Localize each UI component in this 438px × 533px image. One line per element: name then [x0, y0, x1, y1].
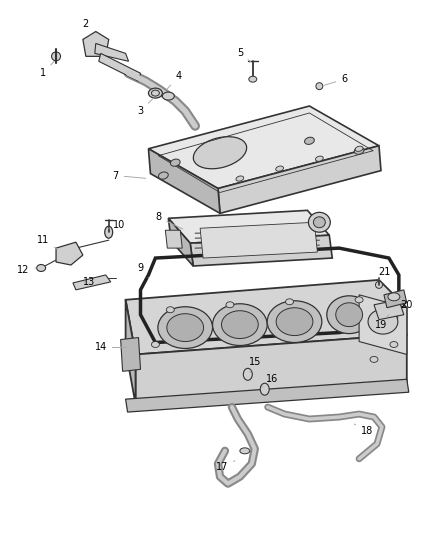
Ellipse shape [388, 293, 400, 301]
Text: 18: 18 [354, 424, 373, 436]
Text: 2: 2 [83, 19, 90, 35]
Text: 6: 6 [324, 74, 347, 85]
Polygon shape [95, 43, 129, 61]
Polygon shape [384, 290, 407, 308]
Ellipse shape [260, 383, 269, 395]
Ellipse shape [267, 301, 322, 343]
Ellipse shape [327, 296, 371, 334]
Ellipse shape [193, 136, 247, 169]
Ellipse shape [316, 83, 323, 90]
Ellipse shape [152, 342, 159, 348]
Polygon shape [83, 31, 109, 56]
Polygon shape [99, 53, 141, 81]
Ellipse shape [244, 368, 252, 380]
Text: 15: 15 [249, 358, 261, 373]
Ellipse shape [148, 88, 162, 98]
Ellipse shape [355, 297, 363, 303]
Ellipse shape [370, 357, 378, 362]
Text: 4: 4 [167, 71, 181, 89]
Ellipse shape [105, 226, 113, 238]
Ellipse shape [315, 156, 323, 161]
Text: 21: 21 [378, 267, 390, 280]
Ellipse shape [314, 217, 325, 228]
Text: 7: 7 [113, 171, 146, 181]
Ellipse shape [222, 311, 258, 338]
Text: 9: 9 [138, 263, 148, 278]
Polygon shape [218, 146, 381, 213]
Text: 14: 14 [95, 343, 126, 352]
Polygon shape [56, 242, 83, 265]
Polygon shape [168, 211, 329, 243]
Ellipse shape [158, 307, 212, 349]
Ellipse shape [249, 76, 257, 82]
Text: 11: 11 [37, 235, 57, 248]
Text: 10: 10 [109, 220, 125, 230]
Polygon shape [148, 106, 379, 189]
Ellipse shape [159, 172, 168, 179]
Ellipse shape [37, 264, 46, 271]
Ellipse shape [390, 314, 398, 321]
Ellipse shape [355, 146, 363, 151]
Ellipse shape [308, 212, 330, 232]
Polygon shape [374, 300, 404, 320]
Text: 16: 16 [262, 374, 278, 387]
Polygon shape [168, 219, 193, 266]
Text: 19: 19 [375, 314, 389, 329]
Ellipse shape [368, 309, 398, 334]
Polygon shape [148, 149, 220, 213]
Text: 1: 1 [40, 61, 54, 78]
Polygon shape [359, 295, 407, 354]
Text: 20: 20 [401, 300, 413, 310]
Polygon shape [190, 235, 332, 266]
Text: 8: 8 [155, 212, 183, 229]
Ellipse shape [167, 314, 204, 342]
Text: 13: 13 [83, 277, 95, 287]
Text: 5: 5 [237, 49, 251, 62]
Ellipse shape [170, 159, 180, 166]
Ellipse shape [236, 176, 244, 181]
Ellipse shape [390, 342, 398, 348]
Text: 12: 12 [17, 265, 36, 275]
Ellipse shape [240, 448, 250, 454]
Polygon shape [126, 300, 135, 404]
Polygon shape [120, 337, 141, 372]
Ellipse shape [354, 147, 364, 155]
Ellipse shape [226, 302, 234, 308]
Polygon shape [126, 379, 409, 412]
Ellipse shape [212, 304, 267, 345]
Polygon shape [135, 335, 407, 404]
Ellipse shape [286, 299, 293, 305]
Ellipse shape [276, 308, 313, 336]
Polygon shape [200, 222, 318, 258]
Ellipse shape [375, 281, 382, 288]
Ellipse shape [162, 92, 174, 100]
Polygon shape [73, 275, 111, 290]
Text: 3: 3 [138, 98, 153, 116]
Ellipse shape [52, 52, 60, 61]
Ellipse shape [166, 307, 174, 313]
Ellipse shape [276, 166, 283, 171]
Ellipse shape [304, 137, 314, 144]
Text: 17: 17 [216, 461, 235, 472]
Polygon shape [126, 280, 407, 354]
Ellipse shape [336, 303, 363, 327]
Polygon shape [165, 230, 182, 248]
